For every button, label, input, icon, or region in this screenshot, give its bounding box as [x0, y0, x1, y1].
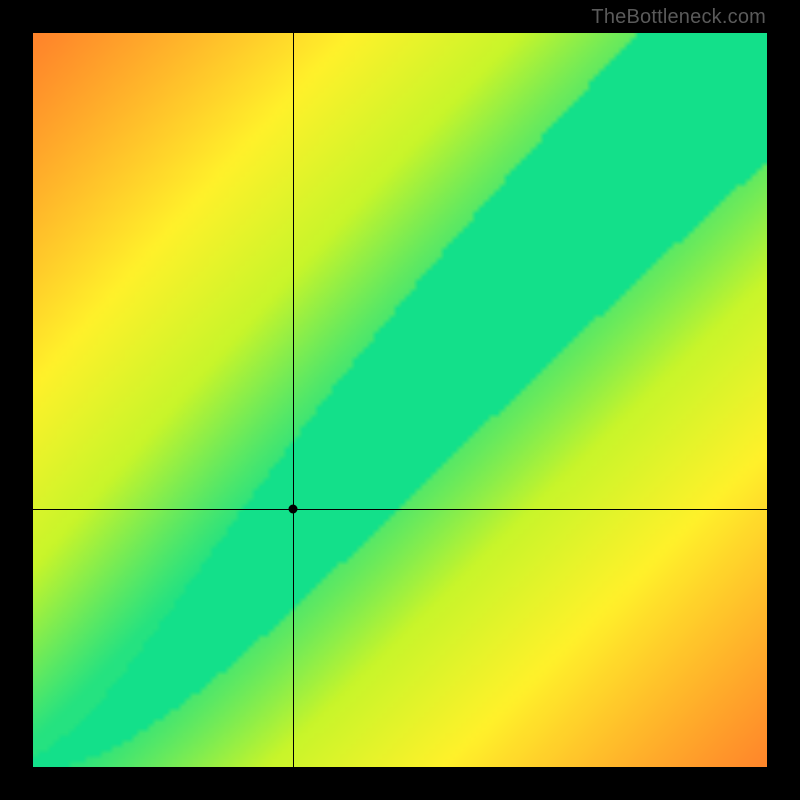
- watermark-text: TheBottleneck.com: [591, 6, 766, 29]
- bottleneck-heatmap: [33, 33, 767, 767]
- plot-area: [33, 33, 767, 767]
